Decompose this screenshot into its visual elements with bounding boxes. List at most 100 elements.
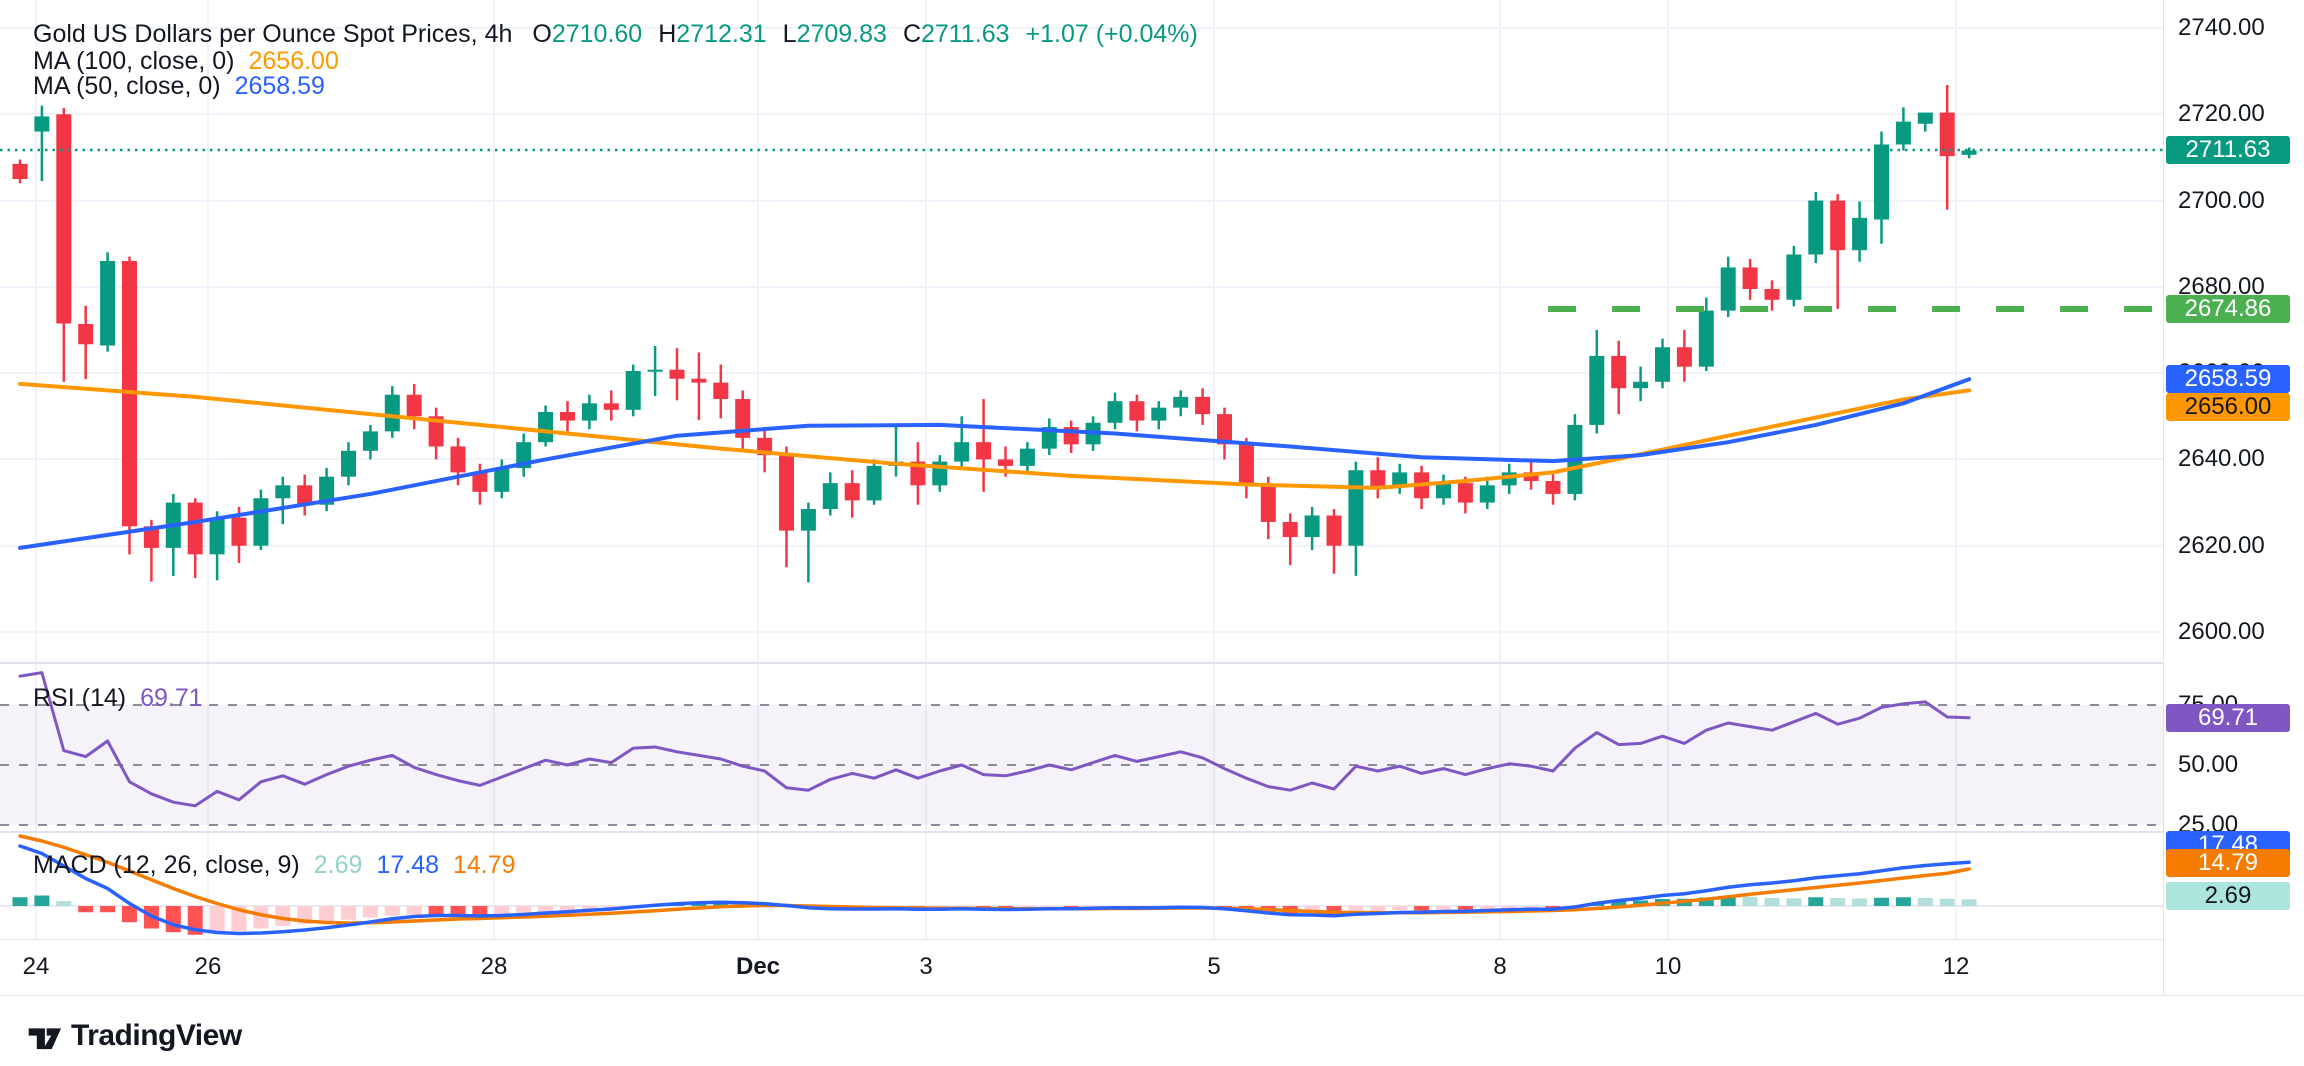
ma100-badge: 2656.00: [2166, 393, 2290, 421]
macd-histogram-bar: [1961, 899, 1977, 906]
macd-line-value: 17.48: [376, 851, 439, 879]
candle-up: [1107, 401, 1123, 423]
macd-histogram-bar: [494, 906, 510, 916]
candle-down: [187, 502, 203, 555]
time-axis-label: Dec: [735, 953, 781, 980]
candle-down: [1523, 472, 1539, 482]
support-badge: 2674.86: [2166, 295, 2290, 323]
candle-up: [822, 483, 838, 510]
macd-hist-value: 2.69: [313, 851, 363, 879]
candle-down: [603, 403, 619, 410]
candle-down: [450, 446, 466, 473]
candle-up: [34, 116, 50, 132]
candle-up: [1655, 347, 1670, 382]
candle-down: [1129, 401, 1145, 421]
candle-down: [297, 485, 313, 505]
macd-histogram-bar: [560, 906, 575, 912]
candle-up: [1151, 407, 1167, 421]
candle-up: [538, 411, 554, 443]
macd-histogram-bar: [450, 906, 466, 916]
macd-histogram-bar: [1370, 906, 1386, 912]
macd-histogram-bar: [275, 906, 291, 926]
macd-histogram-bar: [384, 906, 400, 916]
time-axis-label: 26: [194, 953, 222, 980]
candle-down: [735, 399, 751, 438]
macd-histogram-bar: [34, 895, 50, 906]
candle-down: [143, 526, 159, 548]
candle-up: [866, 465, 882, 501]
time-axis-label: 28: [480, 953, 508, 980]
macd-histogram-bar: [1457, 906, 1473, 910]
candle-up: [253, 498, 269, 546]
macd-histogram-bar: [1414, 906, 1430, 911]
macd-histogram-bar: [1895, 897, 1911, 906]
rsi-value: 69.71: [140, 684, 203, 712]
candle-up: [1392, 472, 1408, 488]
macd-histogram-bar: [1786, 898, 1802, 906]
macd-histogram-bar: [1392, 906, 1408, 911]
time-axis-label: 5: [1207, 953, 1221, 980]
main-legend: Gold US Dollars per Ounce Spot Prices, 4…: [33, 20, 1198, 49]
candle-up: [1786, 254, 1802, 300]
candle-up: [625, 370, 641, 410]
candle-down: [1195, 396, 1211, 415]
macd-histogram-bar: [341, 906, 356, 920]
macd-histogram-bar: [319, 906, 335, 922]
macd-hist-badge: 2.69: [2166, 882, 2290, 910]
candle-down: [1611, 355, 1627, 389]
macd-histogram-bar: [12, 897, 28, 906]
candle-down: [669, 369, 685, 379]
rsi-legend: RSI (14) 69.71: [33, 684, 203, 712]
macd-histogram-bar: [56, 901, 72, 906]
candle-down: [1676, 347, 1692, 367]
candle-down: [78, 323, 94, 345]
time-axis[interactable]: 24 26 28 Dec 3 5 8 10 12: [0, 940, 2304, 995]
ma50-legend: MA (50, close, 0) 2658.59: [33, 72, 325, 100]
candle-down: [844, 483, 860, 501]
price-badge: 2711.63: [2166, 136, 2290, 164]
candle-down: [56, 114, 72, 324]
macd-histogram-bar: [406, 906, 422, 915]
ma100-value: 2656.00: [248, 47, 339, 75]
candle-down: [1545, 481, 1561, 494]
price-axis-label: 2620.00: [2178, 532, 2265, 559]
price-axis-label: 2740.00: [2178, 14, 2265, 41]
price-axis[interactable]: 2740.002720.002700.002680.002660.002640.…: [2163, 0, 2304, 995]
tradingview-logo-icon[interactable]: [26, 1020, 62, 1053]
candles-layer: [12, 84, 1977, 583]
candle-down: [779, 455, 794, 531]
macd-histogram-bar: [1611, 901, 1627, 906]
low-value: 2709.83: [796, 20, 887, 48]
price-axis-label: 2600.00: [2178, 618, 2265, 645]
macd-histogram-bar: [78, 906, 94, 913]
candle-up: [1808, 200, 1824, 255]
macd-signal-value: 14.79: [453, 851, 516, 879]
macd-histogram-bar: [1479, 906, 1495, 909]
candle-down: [1764, 289, 1780, 300]
candle-up: [275, 485, 291, 499]
candle-up: [1589, 355, 1605, 425]
macd-histogram-bar: [1742, 896, 1758, 906]
candle-down: [976, 442, 992, 460]
candle-up: [1917, 112, 1933, 124]
macd-histogram-bar: [1501, 906, 1517, 909]
macd-histogram-bar: [362, 906, 378, 918]
macd-histogram-bar: [1436, 906, 1451, 910]
candle-down: [713, 382, 729, 400]
candle-down: [1217, 414, 1232, 445]
ma100-legend: MA (100, close, 0) 2656.00: [33, 47, 339, 75]
candle-up: [319, 476, 335, 505]
candle-up: [1720, 267, 1736, 311]
time-axis-label: 10: [1654, 953, 1682, 980]
candle-up: [647, 369, 663, 372]
candle-down: [428, 416, 444, 447]
candle-down: [910, 461, 926, 486]
macd-line: [18, 844, 1971, 936]
rsi-badge: 69.71: [2166, 704, 2290, 732]
macd-histogram-bar: [1917, 898, 1933, 906]
candle-up: [800, 509, 816, 531]
tradingview-brand-text[interactable]: TradingView: [71, 1019, 242, 1052]
rsi-line: [18, 671, 1971, 808]
